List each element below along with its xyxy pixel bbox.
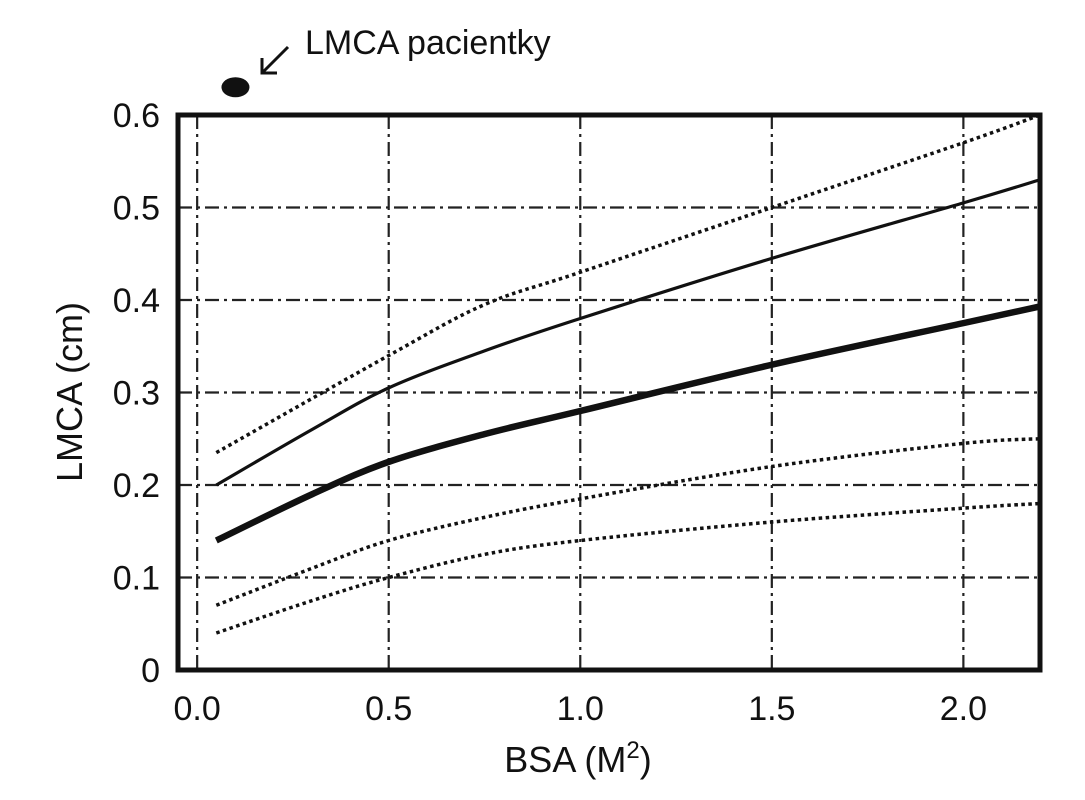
annotation-label: LMCA pacientky bbox=[305, 24, 551, 62]
x-tick-labels: 0.0 0.5 1.0 1.5 2.0 bbox=[174, 690, 987, 728]
x-tick-label: 1.5 bbox=[748, 690, 795, 728]
patient-data-point bbox=[221, 77, 250, 98]
series-line-1 bbox=[215, 113, 1041, 455]
y-tick-label: 0.4 bbox=[113, 282, 160, 320]
x-tick-label: 0.5 bbox=[365, 690, 412, 728]
y-tick-label: 0.3 bbox=[113, 375, 160, 413]
grid-lines bbox=[178, 115, 1040, 670]
x-axis-label-main: BSA (M bbox=[504, 739, 626, 780]
series-line-4 bbox=[215, 437, 1041, 607]
patient-annotation: LMCA pacientky bbox=[221, 24, 551, 98]
plot-frame bbox=[175, 112, 1043, 673]
y-tick-label: 0.2 bbox=[113, 467, 160, 505]
x-tick-label: 2.0 bbox=[940, 690, 987, 728]
y-tick-label: 0.1 bbox=[113, 560, 160, 598]
x-axis-label: BSA (M2) bbox=[504, 737, 651, 780]
series-lines bbox=[214, 113, 1041, 635]
annotation-arrow-shaft bbox=[260, 45, 290, 75]
x-axis-label-end: ) bbox=[640, 739, 652, 780]
series-line-3 bbox=[214, 303, 1041, 544]
y-tick-label: 0.6 bbox=[113, 97, 160, 135]
x-tick-label: 0.0 bbox=[174, 690, 221, 728]
y-tick-label: 0 bbox=[141, 652, 160, 690]
series-line-2 bbox=[215, 178, 1041, 487]
annotation-arrow-head bbox=[260, 58, 277, 75]
series-line-5 bbox=[215, 501, 1041, 635]
y-tick-label: 0.5 bbox=[113, 190, 160, 228]
x-tick-label: 1.0 bbox=[557, 690, 604, 728]
x-axis-label-superscript: 2 bbox=[626, 737, 639, 764]
y-axis-label: LMCA (cm) bbox=[49, 302, 90, 482]
y-tick-labels: 0 0.1 0.2 0.3 0.4 0.5 0.6 bbox=[113, 97, 160, 690]
